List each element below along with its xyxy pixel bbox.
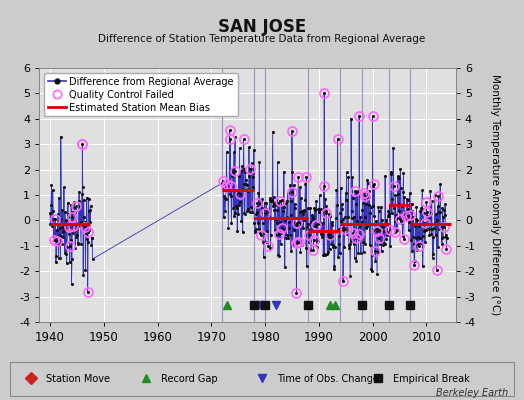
Y-axis label: Monthly Temperature Anomaly Difference (°C): Monthly Temperature Anomaly Difference (… bbox=[490, 74, 500, 316]
Text: Empirical Break: Empirical Break bbox=[393, 374, 470, 384]
Text: Time of Obs. Change: Time of Obs. Change bbox=[277, 374, 379, 384]
Text: Difference of Station Temperature Data from Regional Average: Difference of Station Temperature Data f… bbox=[99, 34, 425, 44]
Text: Station Move: Station Move bbox=[46, 374, 110, 384]
Legend: Difference from Regional Average, Quality Control Failed, Estimated Station Mean: Difference from Regional Average, Qualit… bbox=[44, 73, 238, 116]
Text: Berkeley Earth: Berkeley Earth bbox=[436, 388, 508, 398]
Text: Record Gap: Record Gap bbox=[161, 374, 218, 384]
Text: SAN JOSE: SAN JOSE bbox=[218, 18, 306, 36]
